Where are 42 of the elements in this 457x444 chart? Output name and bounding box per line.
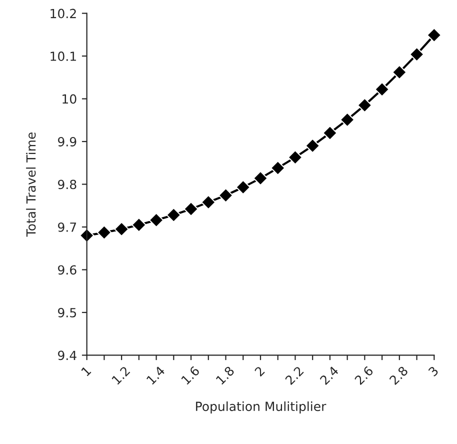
y-axis-title: Total Travel Time xyxy=(26,132,36,237)
x-tick-label: 1.8 xyxy=(216,366,235,385)
x-axis-title: Population Mulitiplier xyxy=(196,401,326,414)
point xyxy=(96,225,112,240)
x-tick-label: 2 xyxy=(254,366,265,377)
point xyxy=(200,194,216,210)
point xyxy=(392,64,407,80)
y-tick-label: 10.2 xyxy=(50,8,76,18)
point xyxy=(132,217,146,232)
point xyxy=(218,188,234,203)
y-tick-label: 9.9 xyxy=(58,136,76,146)
x-tick-label: 1.2 xyxy=(111,366,130,385)
y-tick-label: 9.4 xyxy=(58,350,76,360)
point xyxy=(322,126,338,140)
point xyxy=(270,160,286,176)
y-tick-label: 10.1 xyxy=(50,52,76,61)
point xyxy=(374,82,390,97)
point xyxy=(253,170,268,186)
x-tick-label: 2.6 xyxy=(354,366,374,386)
y-tick-label: 10 xyxy=(62,94,76,104)
point xyxy=(288,150,303,165)
y-tick-label: 9.5 xyxy=(58,308,76,318)
point xyxy=(166,208,182,222)
point xyxy=(305,138,320,154)
point xyxy=(236,180,251,195)
y-tick-label: 9.7 xyxy=(58,222,76,232)
x-tick-label: 1.6 xyxy=(180,366,200,385)
x-tick-label: 3 xyxy=(428,366,439,377)
y-tick-label: 9.8 xyxy=(58,180,76,190)
point xyxy=(114,222,129,237)
point xyxy=(357,98,372,113)
x-tick-label: 1 xyxy=(80,366,92,376)
x-tick-label: 2.4 xyxy=(319,366,339,386)
y-tick-label: 9.6 xyxy=(58,265,76,275)
point xyxy=(409,46,424,62)
x-tick-label: 2.2 xyxy=(284,366,304,386)
point xyxy=(426,28,442,43)
point xyxy=(148,212,164,228)
point xyxy=(340,112,355,128)
point xyxy=(184,202,198,216)
x-tick-label: 2.8 xyxy=(388,366,408,386)
x-tick-label: 1.4 xyxy=(146,366,166,385)
